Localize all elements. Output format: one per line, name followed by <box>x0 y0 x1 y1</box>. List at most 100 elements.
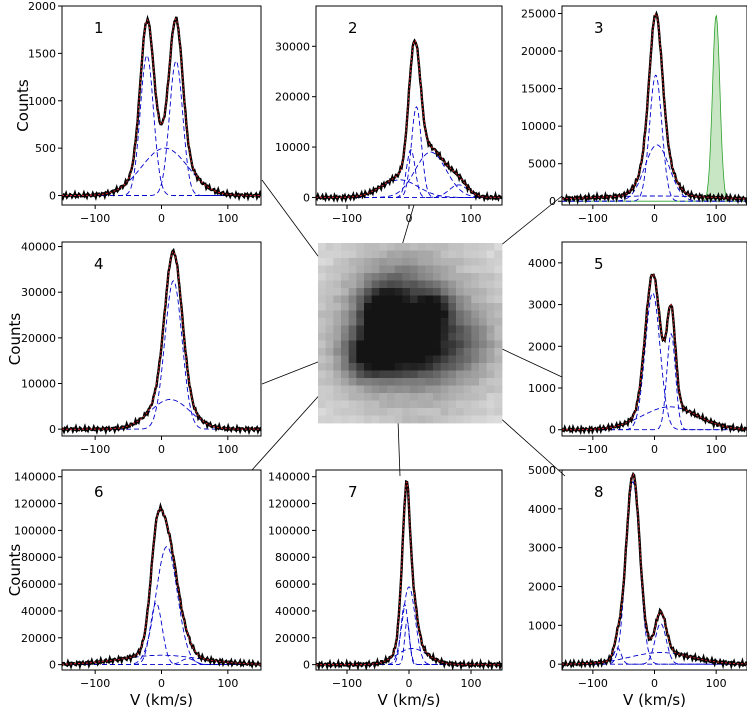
map-pixel <box>341 385 350 394</box>
map-pixel <box>448 295 457 304</box>
model-fit <box>62 250 261 430</box>
map-pixel <box>325 295 334 304</box>
map-pixel <box>486 348 495 356</box>
map-pixel <box>471 385 480 394</box>
map-pixel <box>402 348 411 356</box>
map-pixel <box>479 250 488 259</box>
map-pixel <box>364 340 373 349</box>
map-pixel <box>433 415 442 424</box>
map-pixel <box>463 393 472 401</box>
map-pixel <box>356 385 365 394</box>
map-pixel <box>318 325 327 334</box>
map-pixel <box>494 370 503 379</box>
observed-profile <box>562 471 747 670</box>
map-pixel <box>463 370 472 379</box>
map-pixel <box>379 273 388 281</box>
y-tick-label: 20000 <box>21 632 56 645</box>
map-pixel <box>402 355 411 364</box>
map-pixel <box>471 340 480 349</box>
map-pixel <box>364 408 373 416</box>
map-pixel <box>348 318 357 326</box>
x-tick-label: 0 <box>406 212 413 225</box>
map-pixel <box>456 408 465 416</box>
map-pixel <box>440 385 449 394</box>
map-pixel <box>417 415 426 424</box>
map-pixel <box>348 250 357 259</box>
axes-frame <box>61 469 262 671</box>
map-pixel <box>394 250 403 259</box>
map-pixel <box>410 273 419 281</box>
map-pixel <box>356 393 365 401</box>
map-pixel <box>463 333 472 341</box>
y-axis-label: Counts <box>6 544 24 597</box>
map-pixel <box>364 400 373 409</box>
map-pixel <box>479 288 488 296</box>
map-pixel <box>494 303 503 311</box>
map-pixel <box>456 348 465 356</box>
map-pixel <box>425 280 434 289</box>
map-pixel <box>356 333 365 341</box>
map-pixel <box>356 355 365 364</box>
map-pixel <box>417 295 426 304</box>
map-pixel <box>341 400 350 409</box>
component-1 <box>62 54 261 196</box>
map-pixel <box>402 303 411 311</box>
map-pixel <box>318 393 327 401</box>
map-pixel <box>410 408 419 416</box>
component-2 <box>62 60 261 196</box>
x-tick-label: −100 <box>332 212 362 225</box>
map-pixel <box>463 355 472 364</box>
map-pixel <box>410 400 419 409</box>
map-pixel <box>394 378 403 386</box>
map-pixel <box>325 363 334 371</box>
map-pixel <box>387 318 396 326</box>
map-pixel <box>494 295 503 304</box>
map-pixel <box>463 250 472 259</box>
map-pixel <box>333 325 342 334</box>
map-pixel <box>379 325 388 334</box>
y-tick-label: 10000 <box>275 141 310 154</box>
map-pixel <box>417 243 426 251</box>
map-pixel <box>333 303 342 311</box>
map-pixel <box>440 303 449 311</box>
map-pixel <box>425 415 434 424</box>
map-pixel <box>387 400 396 409</box>
map-pixel <box>456 250 465 259</box>
map-pixel <box>364 250 373 259</box>
map-pixel <box>348 280 357 289</box>
map-pixel <box>486 265 495 274</box>
map-pixel <box>325 250 334 259</box>
y-tick-label: 140000 <box>268 471 310 484</box>
map-pixel <box>387 303 396 311</box>
model-fit <box>562 473 747 665</box>
map-pixel <box>318 273 327 281</box>
map-pixel <box>341 355 350 364</box>
map-pixel <box>448 273 457 281</box>
map-pixel <box>410 393 419 401</box>
y-tick-label: 2000 <box>28 0 56 13</box>
y-tick-label: 0 <box>549 658 556 671</box>
map-pixel <box>417 393 426 401</box>
map-pixel <box>410 378 419 386</box>
map-pixel <box>417 370 426 379</box>
map-pixel <box>448 415 457 424</box>
map-pixel <box>456 258 465 266</box>
map-pixel <box>486 303 495 311</box>
map-pixel <box>425 265 434 274</box>
map-pixel <box>471 325 480 334</box>
map-pixel <box>479 340 488 349</box>
map-pixel <box>341 333 350 341</box>
map-pixel <box>371 280 380 289</box>
map-pixel <box>486 295 495 304</box>
panel-number: 1 <box>94 19 104 37</box>
map-pixel <box>448 325 457 334</box>
map-pixel <box>440 265 449 274</box>
map-pixel <box>456 280 465 289</box>
map-pixel <box>325 280 334 289</box>
x-tick-label: −100 <box>80 443 110 456</box>
axes-frame <box>561 241 747 437</box>
center-intensity-map <box>318 243 503 424</box>
map-pixel <box>333 378 342 386</box>
map-pixel <box>394 265 403 274</box>
